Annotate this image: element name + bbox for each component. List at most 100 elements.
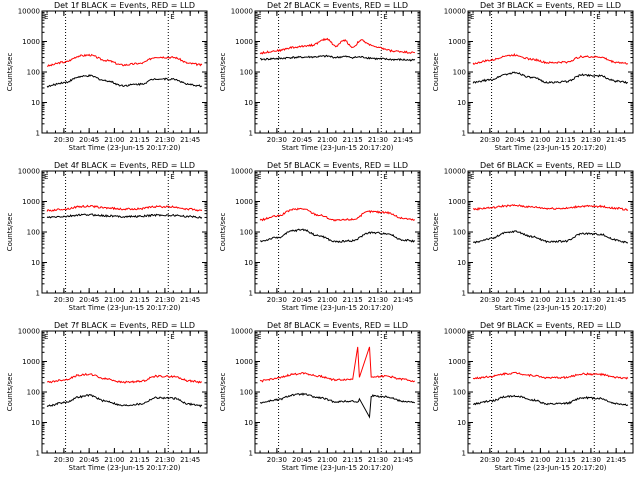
x-axis-label: Start Time (23-Jun-15 20:17:20) [69,304,181,312]
y-tick-label: 10000 [444,328,466,336]
corner-mark: E [170,333,174,341]
chart-panel-det-4: Det 4f BLACK = Events, RED = LLD E E 1 10 100… [6,161,208,312]
x-tick-label: 20:30 [54,296,74,304]
chart-title: Det 8f BLACK = Events, RED = LLD [267,321,408,330]
y-axis-label: Counts/sec [432,53,440,92]
corner-mark: E [470,13,474,21]
x-tick-label: 21:00 [317,136,337,144]
y-tick-label: 100 [27,389,40,397]
x-tick-label: 20:45 [79,296,99,304]
x-tick-label: 21:30 [155,136,175,144]
y-axis-label: Counts/sec [432,373,440,412]
corner-mark: E [257,333,261,341]
x-tick-label: 21:15 [130,296,150,304]
chart-panel-det-2: Det 2f BLACK = Events, RED = LLD E E 1 10 100… [219,1,421,152]
y-axis-label: Counts/sec [219,373,227,412]
y-tick-label: 100 [27,229,40,237]
chart-panel-det-5: Det 5f BLACK = Events, RED = LLD E E 1 10 100… [219,161,421,312]
x-tick-label: 21:45 [606,136,626,144]
y-tick-label: 10 [31,419,40,427]
y-tick-label: 1 [249,450,253,458]
y-tick-label: 10000 [231,168,253,176]
corner-mark: E [257,13,261,21]
x-tick-label: 21:45 [180,136,200,144]
corner-mark: E [257,173,261,181]
x-tick-label: 21:15 [343,456,363,464]
y-tick-label: 10 [457,99,466,107]
x-tick-label: 21:30 [368,296,388,304]
series-line-lld [46,204,203,212]
x-tick-label: 20:45 [505,136,525,144]
chart-title: Det 4f BLACK = Events, RED = LLD [54,161,195,170]
chart-panel-det-7: Det 7f BLACK = Events, RED = LLD E E 1 10 100… [6,321,208,472]
x-tick-label: 21:00 [530,136,550,144]
corner-mark: E [44,333,48,341]
y-tick-label: 10 [31,259,40,267]
x-tick-label: 20:30 [480,136,500,144]
x-tick-label: 20:45 [79,136,99,144]
chart-title: Det 1f BLACK = Events, RED = LLD [54,1,195,10]
y-tick-label: 10000 [231,328,253,336]
x-tick-label: 21:45 [180,296,200,304]
plot-frame [467,330,634,454]
x-tick-label: 21:45 [393,136,413,144]
x-tick-label: 20:45 [505,296,525,304]
x-tick-label: 21:00 [317,296,337,304]
series-line-lld [259,207,415,222]
x-tick-label: 21:15 [130,136,150,144]
series-line-events [472,394,629,407]
x-tick-label: 21:15 [556,136,576,144]
x-axis-label: Start Time (23-Jun-15 20:17:20) [282,144,394,152]
corner-mark: E [470,333,474,341]
corner-mark: E [383,333,387,341]
x-tick-label: 21:15 [556,456,576,464]
series-line-events [46,393,203,408]
y-tick-label: 100 [453,229,466,237]
y-tick-label: 1 [249,290,253,298]
plot-frame [254,10,421,134]
chart-title: Det 3f BLACK = Events, RED = LLD [480,1,621,10]
x-tick-label: 20:45 [292,136,312,144]
x-tick-label: 21:30 [581,136,601,144]
x-axis-label: Start Time (23-Jun-15 20:17:20) [495,304,607,312]
plot-frame [41,330,208,454]
y-tick-label: 1000 [448,198,466,206]
y-tick-label: 10000 [231,8,253,16]
corner-mark: E [170,173,174,181]
y-tick-label: 10000 [18,328,40,336]
corner-mark: E [170,13,174,21]
x-tick-label: 20:30 [267,136,287,144]
corner-mark: E [44,173,48,181]
y-axis-label: Counts/sec [219,213,227,252]
x-tick-label: 20:30 [480,456,500,464]
y-tick-label: 100 [240,229,253,237]
y-tick-label: 10000 [444,8,466,16]
chart-panel-det-9: Det 9f BLACK = Events, RED = LLD E E 1 10 100… [432,321,634,472]
x-tick-label: 20:30 [480,296,500,304]
corner-mark: E [596,173,600,181]
y-tick-label: 1000 [235,38,253,46]
chart-panel-det-8: Det 8f BLACK = Events, RED = LLD E E 1 10 100… [219,321,421,472]
corner-mark: E [44,13,48,21]
x-tick-label: 21:00 [104,136,124,144]
x-tick-label: 21:00 [104,456,124,464]
y-tick-label: 100 [27,69,40,77]
x-tick-label: 21:45 [606,456,626,464]
series-line-lld [259,346,416,383]
y-tick-label: 1 [462,450,466,458]
series-line-lld [472,53,629,65]
x-axis-label: Start Time (23-Jun-15 20:17:20) [495,464,607,472]
y-axis-label: Counts/sec [219,53,227,92]
chart-panel-det-3: Det 3f BLACK = Events, RED = LLD E E 1 10 100… [432,1,634,152]
x-tick-label: 20:30 [267,456,287,464]
plot-frame [467,10,634,134]
y-axis-label: Counts/sec [6,53,14,92]
x-axis-label: Start Time (23-Jun-15 20:17:20) [69,464,181,472]
plot-frame [41,170,208,294]
x-tick-label: 21:30 [368,136,388,144]
x-tick-label: 21:30 [581,296,601,304]
series-line-lld [259,37,416,55]
x-tick-label: 20:30 [54,456,74,464]
y-tick-label: 10000 [18,8,40,16]
